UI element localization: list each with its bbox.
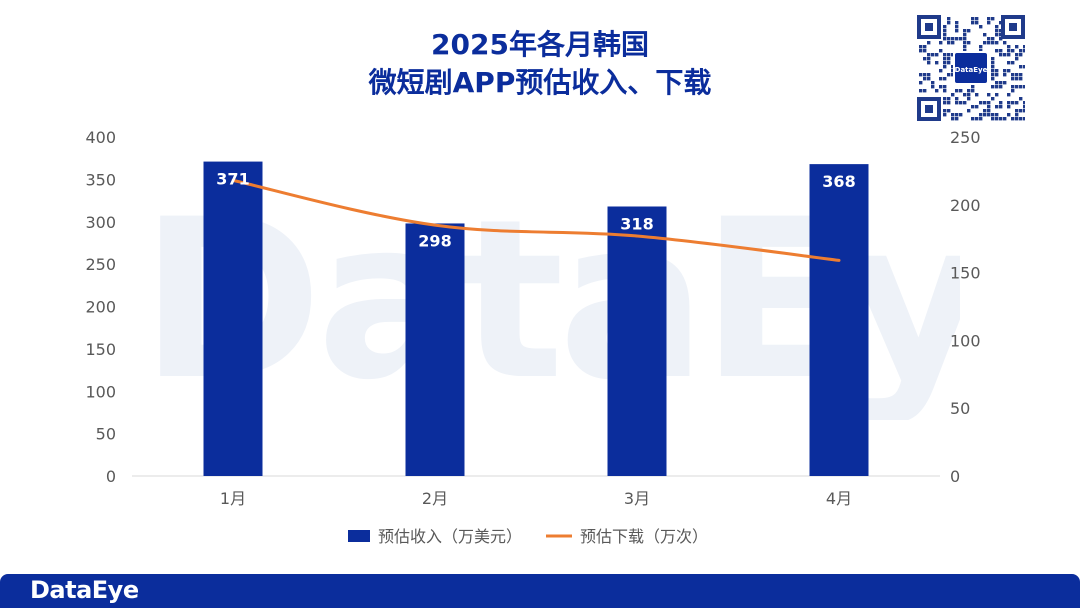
footer-logo: DataEye: [30, 576, 139, 604]
x-tick-label: 3月: [624, 489, 650, 508]
right-tick-label: 50: [950, 399, 970, 418]
chart-area: 0 50 100 150 200 250 300 350 400 0 50 100 150 200 250…: [85, 128, 981, 546]
chart-title-line1: 2025年各月韩国: [431, 28, 649, 61]
x-tick-label: 1月: [220, 489, 246, 508]
chart-title: 2025年各月韩国 微短剧APP预估收入、下载: [0, 26, 1080, 102]
line-series: [231, 178, 841, 262]
bar: [203, 161, 263, 476]
legend: 预估收入（万美元） 预估下载（万次）: [348, 527, 708, 546]
qr-code-icon: DataEye: [917, 15, 1027, 121]
x-axis: 1月 2月 3月 4月: [220, 489, 852, 508]
right-tick-label: 100: [950, 331, 981, 350]
left-tick-label: 250: [85, 255, 116, 274]
bar: [809, 164, 869, 476]
left-tick-label: 150: [85, 340, 116, 359]
left-tick-label: 50: [96, 425, 116, 444]
x-tick-label: 4月: [826, 489, 852, 508]
left-tick-label: 350: [85, 170, 116, 189]
legend-swatch-bar: [348, 530, 370, 542]
bar-series: [203, 161, 869, 476]
legend-label-bar: 预估收入（万美元）: [378, 527, 522, 546]
qr-center-label: DataEye: [955, 66, 988, 74]
qr-code-image: DataEye: [917, 15, 1027, 121]
x-tick-label: 2月: [422, 489, 448, 508]
bar-data-label: 318: [620, 214, 653, 233]
line-series-path: [231, 178, 841, 262]
bar: [607, 206, 667, 476]
left-tick-label: 100: [85, 382, 116, 401]
bar-data-label: 298: [418, 231, 451, 250]
bar-data-labels: 371 298 318 368: [216, 170, 855, 251]
legend-label-line: 预估下载（万次）: [580, 527, 708, 546]
left-tick-label: 400: [85, 128, 116, 147]
right-tick-label: 250: [950, 128, 981, 147]
right-axis: 0 50 100 150 200 250: [950, 128, 981, 486]
right-tick-label: 0: [950, 467, 960, 486]
chart-title-line2: 微短剧APP预估收入、下载: [368, 66, 712, 99]
bar-data-label: 368: [822, 172, 855, 191]
left-tick-label: 300: [85, 213, 116, 232]
bar-data-label: 371: [216, 170, 249, 189]
footer-bar: DataEye: [0, 574, 1080, 608]
left-tick-label: 200: [85, 298, 116, 317]
left-axis: 0 50 100 150 200 250 300 350 400: [85, 128, 116, 486]
bar: [405, 223, 465, 476]
left-tick-label: 0: [106, 467, 116, 486]
right-tick-label: 150: [950, 264, 981, 283]
right-tick-label: 200: [950, 196, 981, 215]
